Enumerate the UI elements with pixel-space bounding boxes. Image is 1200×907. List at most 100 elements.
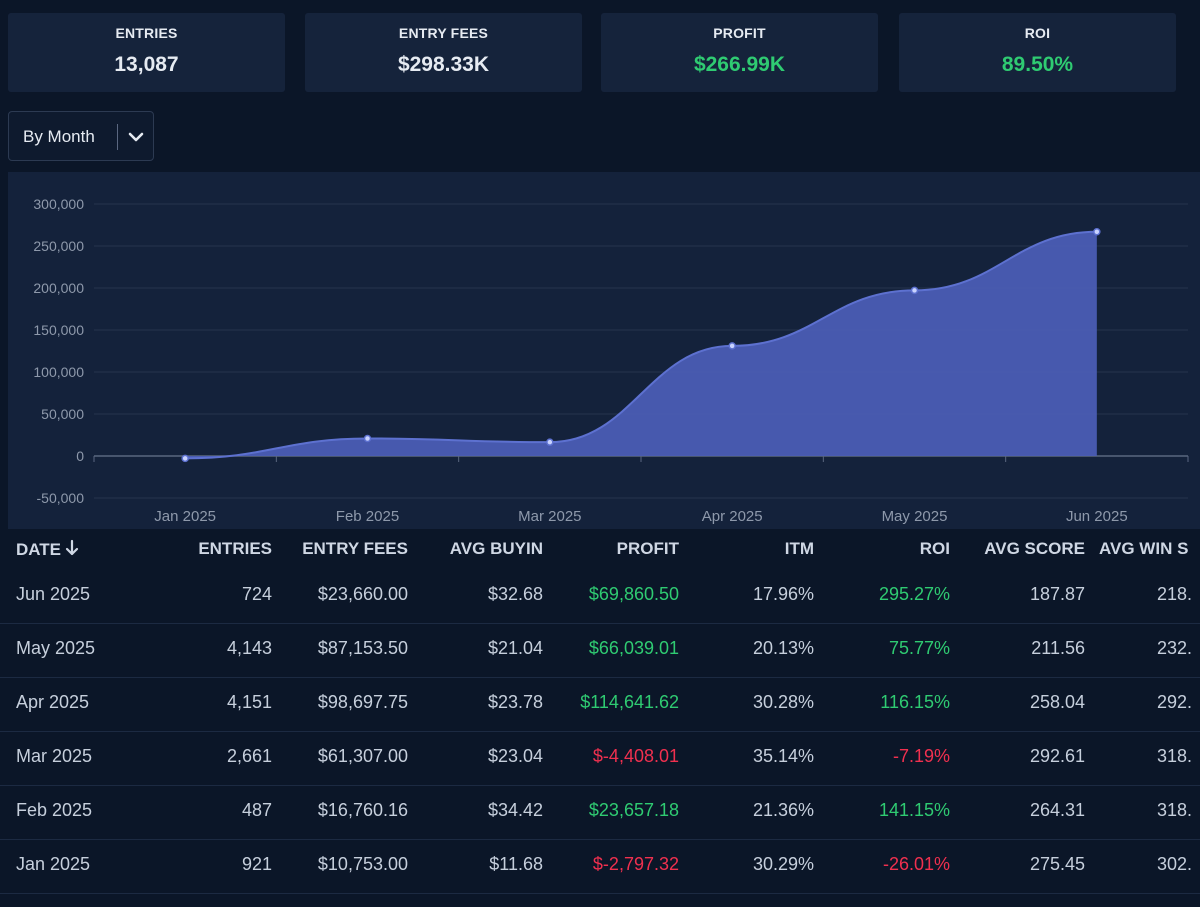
cell-roi: -7.19% [892,746,950,766]
stat-value: 89.50% [1001,53,1074,76]
profit-chart-svg: -50,000 0 50,000 100,000 150,000 200,000 250,0… [33,196,1189,525]
cell-itm: 30.28% [752,692,814,712]
y-tick-label: 150,000 [33,322,84,338]
cell-avg-win-score: 318. [1157,746,1193,766]
cell-profit: $66,039.01 [588,638,679,658]
cell-entry-fees: $87,153.50 [317,638,408,658]
cell-avg-score: 275.45 [1029,854,1085,874]
cell-date: Apr 2025 [16,692,90,712]
x-tick-label: Jun 2025 [1066,508,1128,525]
sort-desc-arrow-icon[interactable] [64,539,80,557]
data-point [728,342,736,350]
cell-avg-win-score: 292. [1157,692,1193,712]
stat-card-entries: ENTRIES 13,087 [8,13,285,92]
cell-avg-buyin: $23.04 [487,746,543,766]
column-header-avg-score[interactable]: AVG SCORE [984,539,1085,558]
x-tick-label: Mar 2025 [518,508,581,525]
cell-avg-buyin: $11.68 [489,854,543,874]
column-header-date[interactable]: DATE [16,539,80,560]
stat-value: $266.99K [693,53,786,76]
table-row[interactable]: Jun 2025 724 $23,660.00 $32.68 $69,860.5… [0,569,1200,624]
cell-date: Mar 2025 [16,746,93,766]
cell-entries: 4,151 [226,692,272,712]
cell-avg-buyin: $23.78 [487,692,543,712]
cell-profit: $69,860.50 [588,584,679,604]
data-point [910,286,919,295]
stat-label: ENTRY FEES [398,25,489,41]
column-header-avg-win-score[interactable]: AVG WIN S [1099,539,1189,558]
column-header-profit[interactable]: PROFIT [616,539,679,558]
column-header-itm[interactable]: ITM [784,539,814,558]
cell-entry-fees: $98,697.75 [317,692,408,712]
column-header-entry-fees[interactable]: ENTRY FEES [302,539,408,558]
table-row[interactable]: Mar 2025 2,661 $61,307.00 $23.04 $-4,408… [0,731,1200,786]
y-tick-label: 250,000 [33,238,84,254]
cell-date: Jan 2025 [16,854,91,874]
cell-entries: 724 [241,584,272,604]
cell-avg-win-score: 318. [1157,800,1193,820]
cell-entries: 487 [241,800,272,820]
cell-entries: 4,143 [226,638,272,658]
cell-avg-win-score: 218. [1157,584,1193,604]
y-tick-label: -50,000 [37,490,85,506]
period-select[interactable]: By Month [8,111,154,161]
cell-entries: 921 [241,854,272,874]
cell-avg-win-score: 232. [1157,638,1193,658]
cell-profit: $-2,797.32 [592,854,679,874]
monthly-table: DATE ENTRIES ENTRY FEES AVG BUYIN PROFIT… [0,529,1200,907]
x-tick-label: Feb 2025 [336,508,399,525]
cell-avg-score: 264.31 [1029,800,1085,820]
cell-date: Feb 2025 [16,800,93,820]
cell-roi: 75.77% [888,638,950,658]
cell-entries: 2,661 [226,746,272,766]
x-tick-label: Apr 2025 [702,508,763,525]
stat-value: $298.33K [397,53,490,76]
cell-avg-buyin: $32.68 [487,584,543,604]
column-header-roi[interactable]: ROI [919,539,950,558]
y-tick-label: 100,000 [33,364,84,380]
series-line [185,230,1097,460]
summary-stats: ENTRIES 13,087 ENTRY FEES $298.33K PROFI… [8,13,1200,92]
cell-date: May 2025 [16,638,96,658]
cell-itm: 21.36% [752,800,814,820]
y-tick-label: 50,000 [41,406,84,422]
stat-card-profit: PROFIT $266.99K [601,13,878,92]
cell-avg-score: 258.04 [1029,692,1085,712]
cell-avg-score: 292.61 [1029,746,1085,766]
cell-roi: 295.27% [878,584,950,604]
cell-profit: $114,641.62 [580,692,679,712]
cell-entry-fees: $16,760.16 [317,800,408,820]
y-tick-label: 0 [76,448,84,464]
column-header-avg-buyin[interactable]: AVG BUYIN [449,539,543,558]
table-row[interactable]: May 2025 4,143 $87,153.50 $21.04 $66,039… [0,623,1200,678]
profit-chart: -50,000 0 50,000 100,000 150,000 200,000 250,0… [8,172,1200,529]
cell-profit: $-4,408.01 [592,746,679,766]
cell-itm: 17.96% [752,584,814,604]
area-fill [185,231,1097,459]
cell-avg-score: 187.87 [1029,584,1085,604]
chevron-down-icon[interactable] [125,126,147,148]
table-row[interactable]: Feb 2025 487 $16,760.16 $34.42 $23,657.1… [0,785,1200,840]
cell-itm: 20.13% [752,638,814,658]
x-tick-label: May 2025 [882,508,948,525]
cell-avg-buyin: $21.04 [487,638,543,658]
data-point [546,438,554,446]
column-header-label: DATE [16,540,62,559]
stat-label: PROFIT [713,25,766,41]
period-select-value: By Month [23,127,95,146]
cell-avg-buyin: $34.42 [487,800,543,820]
cell-date: Jun 2025 [16,584,91,604]
y-tick-label: 300,000 [33,196,84,212]
column-header-entries[interactable]: ENTRIES [198,539,272,558]
y-tick-label: 200,000 [33,280,84,296]
cell-itm: 30.29% [752,854,814,874]
table-header: DATE ENTRIES ENTRY FEES AVG BUYIN PROFIT… [0,529,1200,569]
cell-profit: $23,657.18 [588,800,679,820]
cell-avg-win-score: 302. [1157,854,1193,874]
data-point [363,434,372,443]
table-row[interactable]: Jan 2025 921 $10,753.00 $11.68 $-2,797.3… [0,839,1200,894]
stat-card-roi: ROI 89.50% [899,13,1176,92]
x-tick-label: Jan 2025 [154,508,216,525]
cell-avg-score: 211.56 [1031,638,1085,658]
table-row[interactable]: Apr 2025 4,151 $98,697.75 $23.78 $114,64… [0,677,1200,732]
